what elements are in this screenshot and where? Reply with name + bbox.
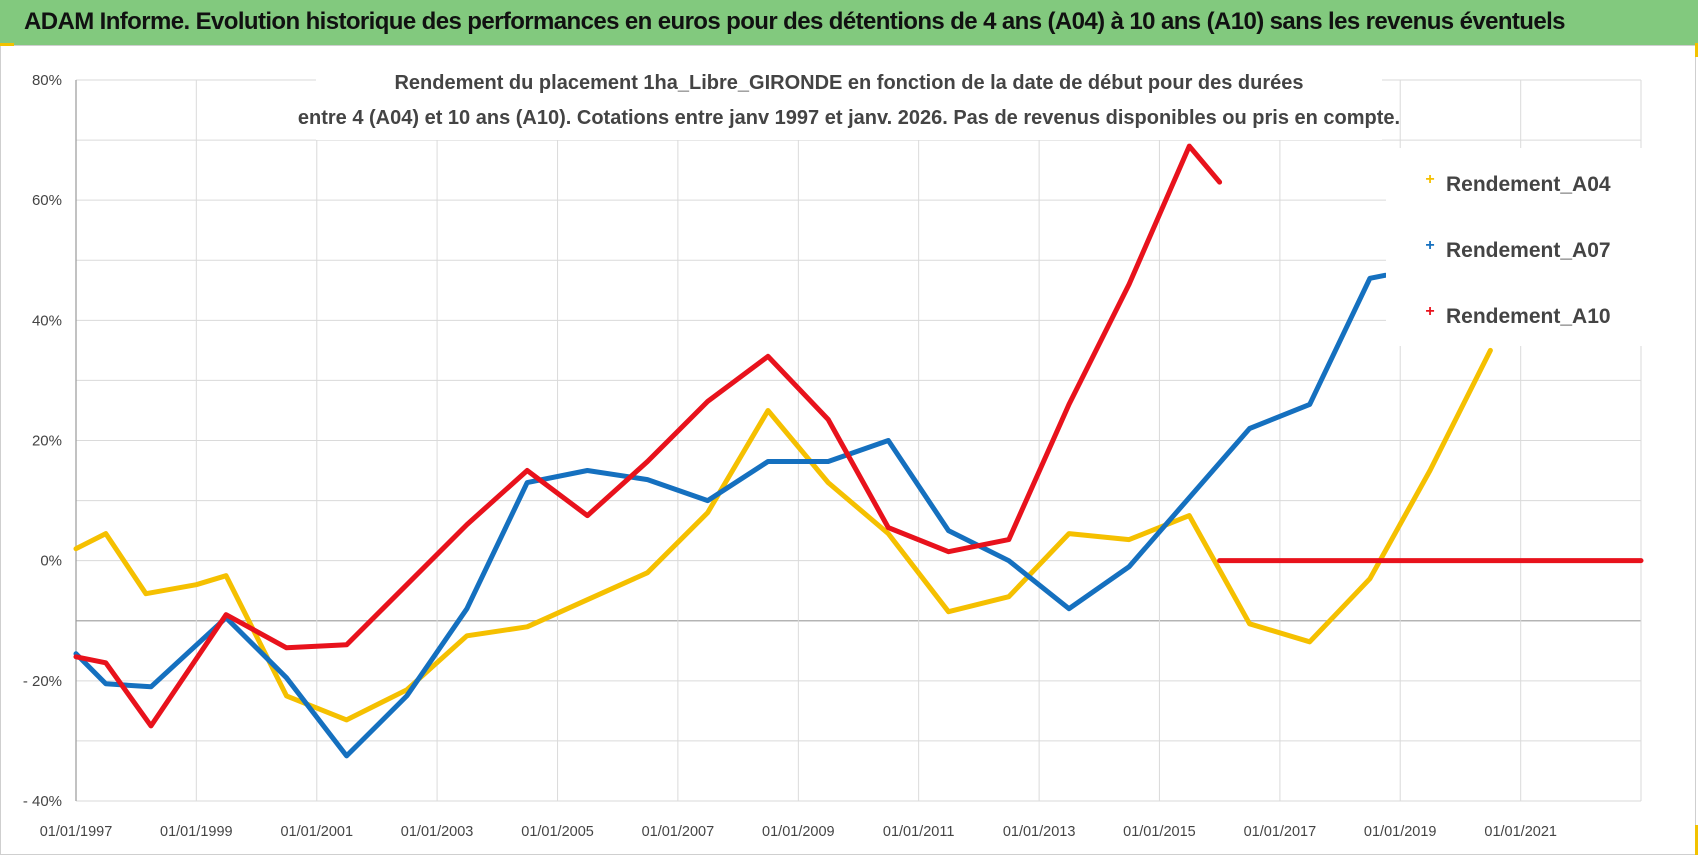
y-tick-label: - 20% [23, 673, 62, 690]
y-tick-label: 60% [32, 192, 62, 209]
x-tick-label: 01/01/2019 [1364, 824, 1437, 840]
banner-title: ADAM Informe. Evolution historique des p… [24, 8, 1566, 35]
x-axis-ticks: 01/01/1997 01/01/1999 01/01/2001 01/01/2003… [40, 824, 1557, 840]
y-axis-ticks: 80% 60% 40% 20% 0% - 20% - 40% [23, 72, 62, 810]
x-tick-label: 01/01/2007 [642, 824, 715, 840]
chart-title-background [316, 60, 1382, 140]
y-tick-label: - 40% [23, 793, 62, 810]
legend-marker: + [1425, 303, 1434, 320]
chart-legend: + Rendement_A04 + Rendement_A07 + Rendement_A… [1386, 148, 1644, 346]
title-banner: ADAM Informe. Evolution historique des p… [0, 0, 1698, 46]
corner-accent-top-left [0, 43, 14, 46]
legend-label: Rendement_A07 [1446, 239, 1611, 262]
y-tick-label: 40% [32, 312, 62, 329]
x-tick-label: 01/01/2005 [521, 824, 594, 840]
x-tick-label: 01/01/2011 [883, 824, 955, 840]
x-tick-label: 01/01/1997 [40, 824, 113, 840]
x-tick-label: 01/01/2013 [1003, 824, 1076, 840]
x-tick-label: 01/01/2009 [762, 824, 835, 840]
legend-marker: + [1425, 171, 1434, 188]
chart-title-line-2: entre 4 (A04) et 10 ans (A10). Cotations… [298, 107, 1400, 129]
legend-background [1386, 148, 1644, 346]
x-tick-label: 01/01/2021 [1484, 824, 1557, 840]
chart-series [73, 143, 1644, 759]
series-line-Rendement_A07 [73, 272, 1388, 759]
chart-frame [0, 45, 1696, 855]
x-tick-label: 01/01/2001 [280, 824, 353, 840]
legend-label: Rendement_A10 [1446, 305, 1611, 328]
x-tick-label: 01/01/1999 [160, 824, 233, 840]
corner-accent-bottom-right [1695, 825, 1698, 855]
x-tick-label: 01/01/2003 [401, 824, 474, 840]
y-tick-label: 0% [40, 553, 62, 570]
legend-marker: + [1425, 237, 1434, 254]
series-line-Rendement_A10 [73, 143, 1223, 729]
corner-accent-top-right [1695, 43, 1698, 57]
y-tick-label: 20% [32, 433, 62, 450]
legend-label: Rendement_A04 [1446, 173, 1611, 196]
y-tick-label: 80% [32, 72, 62, 89]
chart-title-line-1: Rendement du placement 1ha_Libre_GIRONDE… [394, 72, 1303, 94]
series-line-Rendement_A04 [73, 347, 1493, 723]
x-tick-label: 01/01/2017 [1244, 824, 1317, 840]
x-tick-label: 01/01/2015 [1123, 824, 1196, 840]
